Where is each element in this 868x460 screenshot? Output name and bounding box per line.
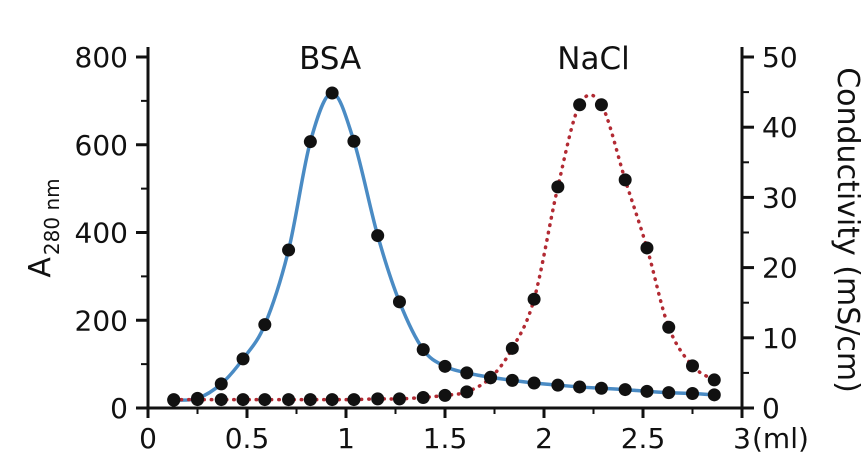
bsa-data-point — [618, 383, 632, 397]
nacl-data-point — [460, 385, 474, 399]
bsa-data-point — [438, 359, 452, 373]
nacl-data-point — [325, 393, 339, 407]
bsa-data-point — [347, 134, 361, 148]
x-tick-label: 3 — [733, 422, 751, 455]
x-axis-unit-label: (ml) — [752, 422, 809, 455]
nacl-data-point — [303, 393, 317, 407]
bsa-data-point — [686, 387, 699, 401]
bsa-data-point — [325, 86, 339, 100]
plot-lines — [171, 91, 717, 402]
x-tick-label: 1.5 — [423, 422, 468, 455]
nacl-data-point — [573, 98, 587, 112]
nacl-data-point — [662, 320, 676, 334]
nacl-data-point — [392, 392, 406, 406]
x-axis: 0 0.5 1 1.5 2 2.5 3 — [139, 406, 751, 455]
bsa-data-point — [282, 243, 296, 257]
x-tick-label: 0 — [139, 422, 157, 455]
left-tick-label: 800 — [75, 41, 128, 74]
nacl-data-point — [484, 371, 498, 385]
nacl-data-point — [640, 241, 654, 255]
left-axis-title: A280 nm — [23, 178, 64, 277]
plot-points — [167, 86, 721, 407]
nacl-data-point — [438, 388, 452, 402]
bsa-data-point — [214, 377, 228, 391]
right-tick-label: 20 — [762, 252, 798, 285]
nacl-data-point — [551, 180, 565, 194]
right-axis-title: Conductivity (mS/cm) — [830, 67, 865, 393]
nacl-data-point — [686, 359, 699, 373]
right-tick-label: 30 — [762, 181, 798, 214]
left-axis: 0 200 400 600 800 — [75, 41, 150, 425]
nacl-data-point — [618, 173, 632, 187]
bsa-data-point — [662, 386, 676, 400]
nacl-data-point — [505, 341, 519, 355]
bsa-data-point — [527, 376, 541, 390]
bsa-data-point — [416, 343, 430, 357]
bsa-data-point — [392, 295, 406, 309]
nacl-data-point — [191, 393, 204, 407]
nacl-data-point — [594, 98, 608, 112]
nacl-data-point — [416, 390, 430, 404]
nacl-peak-label: NaCl — [557, 41, 629, 77]
left-tick-label: 600 — [75, 129, 128, 162]
left-tick-label: 200 — [75, 304, 128, 337]
x-tick-label: 1 — [337, 422, 355, 455]
nacl-data-point — [258, 393, 272, 407]
bsa-data-point — [371, 229, 385, 243]
bsa-data-point — [573, 380, 587, 394]
x-tick-label: 2 — [535, 422, 553, 455]
nacl-conductivity-line — [171, 93, 717, 402]
nacl-data-point — [214, 393, 228, 407]
left-tick-label: 400 — [75, 217, 128, 250]
left-tick-label: 0 — [110, 392, 128, 425]
x-tick-label: 0.5 — [225, 422, 270, 455]
bsa-data-point — [640, 384, 654, 398]
bsa-data-point — [258, 318, 272, 332]
bsa-data-point — [460, 366, 474, 380]
right-tick-label: 40 — [762, 111, 798, 144]
left-axis-title-sub: 280 nm — [40, 178, 64, 255]
nacl-data-point — [527, 292, 541, 306]
bsa-data-point — [594, 381, 608, 395]
nacl-data-point — [167, 393, 181, 407]
bsa-data-point — [551, 378, 565, 392]
bsa-data-point — [236, 352, 250, 366]
x-tick-label: 2.5 — [621, 422, 666, 455]
nacl-data-point — [371, 392, 385, 406]
bsa-peak-label: BSA — [299, 41, 361, 77]
left-axis-title-main: A — [23, 257, 58, 278]
nacl-data-point — [282, 393, 296, 407]
nacl-data-point — [347, 393, 361, 407]
bsa-data-point — [505, 373, 519, 387]
nacl-data-point — [236, 393, 250, 407]
right-axis: 0 10 20 30 40 50 — [740, 41, 798, 425]
nacl-data-point — [707, 373, 721, 387]
bsa-absorbance-line — [171, 91, 717, 402]
bsa-data-point — [303, 135, 317, 149]
bsa-data-point — [707, 388, 721, 402]
right-tick-label: 0 — [762, 392, 780, 425]
right-tick-label: 50 — [762, 41, 798, 74]
right-tick-label: 10 — [762, 322, 798, 355]
